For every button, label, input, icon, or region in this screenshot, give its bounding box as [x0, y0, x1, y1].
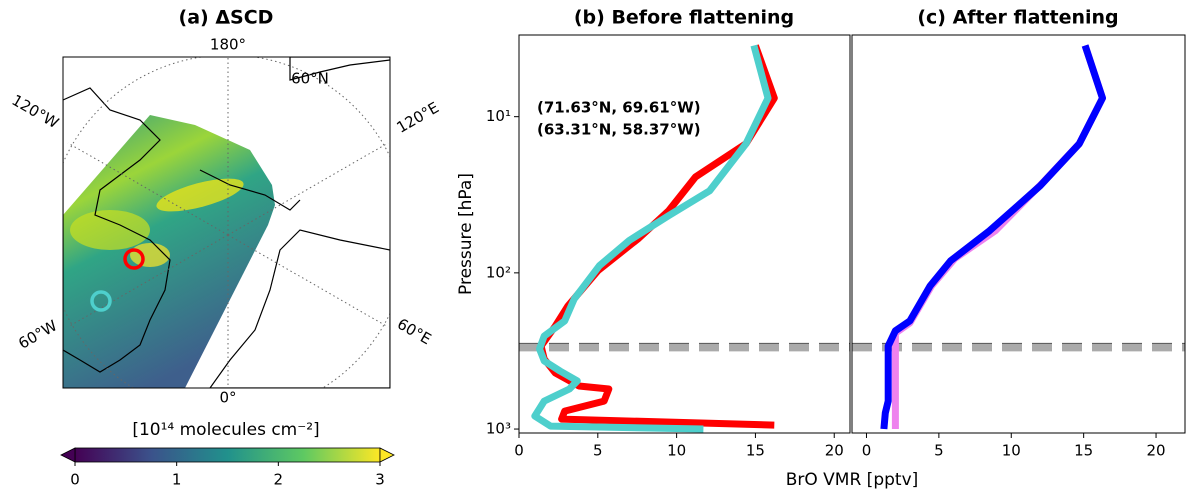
- colorbar-fill: [74, 447, 381, 463]
- x-tick-label: 20: [825, 442, 844, 460]
- y-axis-label: Pressure [hPa]: [456, 173, 476, 295]
- map-frame: [62, 56, 391, 389]
- plot-panel: (71.63°N, 69.61°W) (63.31°N, 58.37°W) 0 5 10…: [486, 34, 851, 460]
- plot-panel: 0 5 10 15 20: [851, 34, 1186, 460]
- y-tick-label: 10³: [486, 420, 511, 438]
- x-tick-label: 5: [934, 442, 944, 460]
- site-marker: [123, 248, 145, 270]
- colorbar-extend: [60, 447, 76, 463]
- series-label: (71.63°N, 69.61°W): [537, 99, 701, 117]
- grid-label: 60°E: [394, 315, 434, 349]
- data-line: [891, 44, 1106, 429]
- grid-label: 0°: [219, 389, 236, 407]
- y-tick-label: 10¹: [486, 107, 511, 125]
- x-tick-label: 0: [514, 442, 524, 460]
- grid-label: 120°E: [394, 98, 442, 136]
- data-line: [531, 44, 772, 433]
- x-tick-label: 5: [593, 442, 603, 460]
- y-tick-label: 10²: [486, 263, 511, 281]
- grid-label: 60°W: [15, 316, 60, 352]
- x-tick-label: 15: [1074, 442, 1093, 460]
- grid-label: 180°: [210, 36, 246, 54]
- panel-title: (a) ΔSCD: [179, 7, 274, 29]
- x-tick-label: 20: [1146, 442, 1165, 460]
- map: [63, 57, 390, 388]
- colorbar-label: [10¹⁴ molecules cm⁻²]: [132, 420, 319, 440]
- x-tick-label: 10: [1002, 442, 1021, 460]
- x-tick-label: 10: [667, 442, 686, 460]
- colorbar-extend: [379, 447, 395, 463]
- plot-frame: [851, 34, 1186, 434]
- colorbar: 0 1 2 3: [60, 447, 395, 489]
- colorbar-tick-label: 0: [70, 471, 80, 489]
- x-tick-label: 0: [862, 442, 872, 460]
- panel-title: (c) After flattening: [917, 7, 1118, 29]
- x-tick-label: 15: [746, 442, 765, 460]
- data-line: [880, 44, 1106, 430]
- panel-title: (b) Before flattening: [574, 7, 794, 29]
- grid-label: 60°N: [291, 70, 329, 88]
- site-marker: [90, 290, 112, 312]
- colorbar-tick-label: 3: [375, 471, 385, 489]
- plot-frame: [518, 34, 851, 434]
- series-label: (63.31°N, 58.37°W): [537, 121, 701, 139]
- grid-label: 120°W: [9, 91, 62, 132]
- colorbar-tick-label: 1: [172, 471, 182, 489]
- colorbar-tick-label: 2: [274, 471, 284, 489]
- x-axis-label: BrO VMR [pptv]: [786, 470, 919, 490]
